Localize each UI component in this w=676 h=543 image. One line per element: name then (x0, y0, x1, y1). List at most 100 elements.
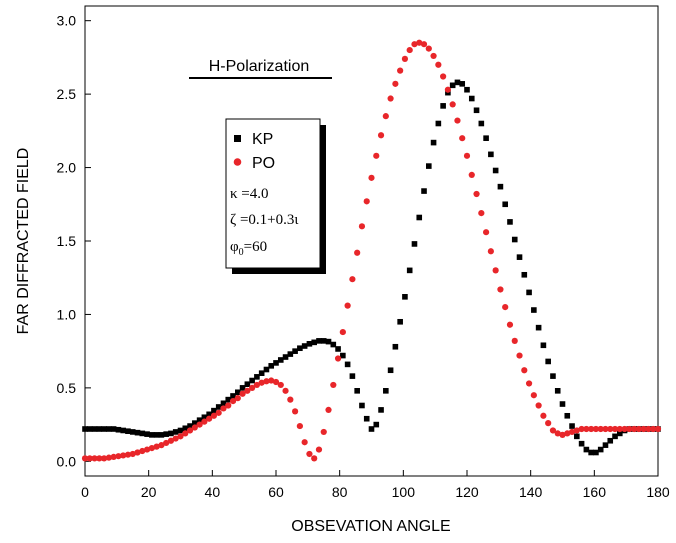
point-kp (120, 427, 126, 434)
point-po (373, 152, 380, 159)
point-kp (249, 377, 255, 384)
point-po (478, 209, 485, 217)
point-po (139, 447, 146, 455)
point-kp (397, 318, 403, 325)
point-kp (468, 95, 475, 102)
y-axis-title: FAR DIFFRACTED FIELD (15, 148, 32, 335)
point-po (468, 171, 475, 179)
point-po (406, 46, 413, 54)
point-po (124, 451, 132, 458)
point-po (253, 381, 260, 389)
point-po (497, 286, 504, 293)
point-po (463, 152, 471, 159)
y-tick-label: 2.0 (57, 160, 77, 176)
point-po (148, 444, 155, 452)
point-kp (325, 338, 332, 345)
point-po (545, 420, 552, 427)
point-po (244, 387, 251, 394)
point-po (382, 113, 389, 120)
point-kp (617, 430, 623, 437)
point-po (592, 425, 600, 433)
point-po (416, 39, 423, 46)
point-po (330, 381, 337, 389)
point-kp (168, 430, 174, 437)
point-kp (268, 363, 275, 369)
y-tick-label: 0.0 (57, 453, 77, 469)
data-series (81, 39, 662, 462)
annotation-h-polarization: H-Polarization (209, 58, 309, 75)
point-kp (134, 429, 141, 436)
point-kp (483, 135, 489, 141)
series-kp (82, 79, 661, 456)
point-po (320, 428, 327, 436)
point-po (105, 454, 112, 461)
point-kp (215, 404, 222, 410)
point-kp (82, 426, 88, 432)
y-tick-label: 0.5 (57, 380, 77, 396)
x-tick-label: 80 (332, 484, 348, 500)
point-po (225, 402, 232, 409)
point-po (101, 455, 108, 462)
point-kp (335, 346, 341, 352)
point-po (306, 450, 313, 458)
point-po (158, 442, 165, 449)
point-kp (149, 432, 155, 438)
point-po (229, 397, 237, 405)
point-kp (182, 425, 189, 432)
point-kp (340, 352, 346, 359)
point-po (554, 430, 561, 437)
point-kp (373, 421, 380, 428)
point-kp (91, 426, 98, 432)
point-kp (378, 407, 384, 413)
point-kp (492, 167, 499, 174)
point-kp (354, 388, 360, 394)
point-po (492, 267, 499, 274)
point-kp (115, 426, 122, 433)
point-po (296, 422, 303, 430)
point-po (650, 425, 657, 433)
point-po (206, 415, 213, 422)
point-po (349, 276, 356, 283)
point-po (177, 433, 184, 440)
point-kp (206, 411, 212, 418)
point-po (339, 328, 346, 336)
point-kp (387, 367, 394, 374)
param-kappa: κ =4.0 (230, 186, 269, 202)
x-tick-label: 120 (455, 484, 479, 500)
point-kp (550, 373, 556, 379)
point-kp (297, 345, 303, 352)
param-phi: φ0=60 (230, 239, 267, 258)
point-kp (244, 381, 251, 388)
point-kp (574, 433, 580, 440)
point-kp (478, 120, 485, 127)
point-kp (531, 307, 537, 313)
point-kp (497, 183, 504, 190)
point-kp (516, 254, 523, 260)
series-po (81, 39, 662, 462)
x-tick-label: 60 (268, 484, 284, 500)
point-kp (526, 289, 532, 296)
point-po (263, 378, 270, 385)
point-po (435, 61, 442, 68)
point-po (287, 396, 294, 403)
point-kp (402, 294, 408, 300)
point-po (621, 425, 628, 433)
point-po (368, 174, 375, 181)
point-kp (287, 351, 294, 357)
point-po (611, 425, 619, 433)
point-kp (540, 342, 547, 349)
x-tick-label: 0 (81, 484, 89, 500)
point-po (430, 52, 437, 60)
point-kp (392, 343, 399, 350)
point-po (363, 198, 370, 205)
point-kp (320, 338, 327, 344)
point-po (420, 41, 428, 48)
point-po (120, 452, 127, 459)
point-po (559, 431, 566, 438)
x-tick-label: 40 (205, 484, 221, 500)
point-kp (488, 151, 494, 158)
point-kp (511, 236, 518, 243)
point-kp (139, 430, 146, 437)
point-po (268, 377, 275, 384)
